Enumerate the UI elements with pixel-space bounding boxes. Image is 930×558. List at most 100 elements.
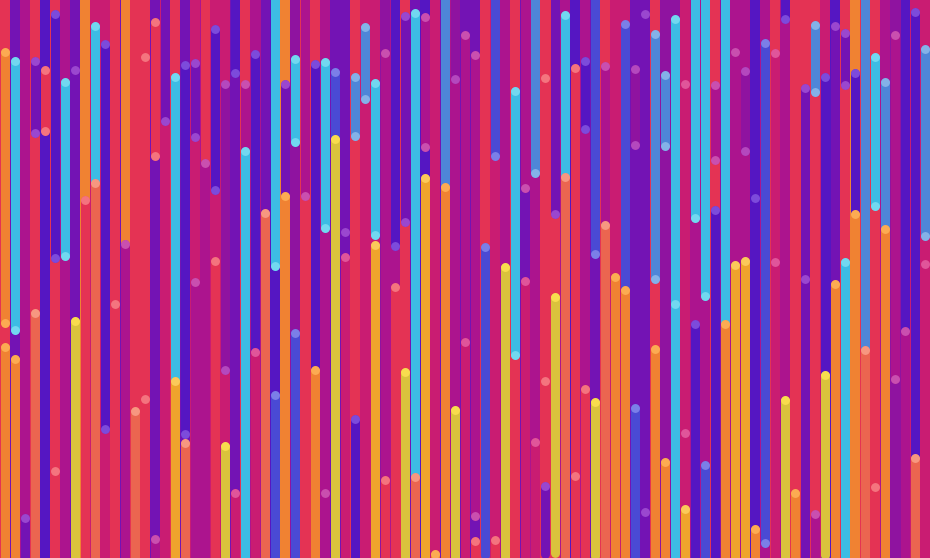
stripe-bar (340, 0, 350, 237)
stripe-bar (540, 74, 550, 386)
stripe-bar (870, 483, 880, 558)
bar-tip-cap (400, 367, 410, 377)
bar-tip-cap (150, 151, 160, 161)
bar-tip-cap (910, 7, 920, 17)
bar-tip-cap (330, 134, 340, 144)
background-stripe (360, 0, 370, 558)
background-stripe (590, 0, 600, 558)
bar-tip-cap (580, 384, 590, 394)
bar-tip-cap (640, 508, 650, 518)
background-stripe (130, 0, 140, 558)
stripe-bar (190, 58, 200, 142)
bar-tip-cap (420, 174, 430, 184)
bar-tip-cap (660, 142, 670, 152)
bar-tip-cap (510, 86, 520, 96)
bar-tip-cap (50, 9, 60, 19)
stripe-bar (490, 0, 500, 162)
bar-tip-cap (230, 69, 240, 79)
stripe-bar (350, 414, 360, 558)
bar-tip-cap (670, 300, 680, 310)
bar-tip-cap (30, 56, 40, 66)
bar-tip-cap (150, 18, 160, 28)
stripe-bar (210, 25, 220, 196)
bar-tip-cap (700, 461, 710, 471)
bar-tip-cap (310, 366, 320, 376)
bar-tip-cap (70, 65, 80, 75)
bar-tip-cap (540, 482, 550, 492)
bar-tip-cap (310, 60, 320, 70)
bar-tip-cap (190, 277, 200, 287)
bar-tip-cap (150, 535, 160, 545)
background-stripe (790, 0, 800, 558)
bar-tip-cap (70, 317, 80, 327)
bar-tip-cap (840, 80, 850, 90)
background-stripe (750, 0, 760, 558)
background-stripe (300, 0, 310, 558)
bar-tip-cap (250, 49, 260, 59)
stripe-bar (200, 159, 210, 558)
stripe-bar (810, 21, 820, 98)
stripe-bar (670, 300, 680, 558)
stripe-bar (170, 72, 180, 558)
bar-tip-cap (830, 21, 840, 31)
bar-tip-cap (650, 29, 660, 39)
stripe-bar (660, 457, 670, 558)
bar-tip-cap (840, 258, 850, 268)
background-stripe (530, 0, 540, 558)
stripe-bar (450, 0, 460, 84)
bar-tip-cap (750, 525, 760, 535)
background-stripe (270, 0, 280, 558)
stripe-bar (760, 38, 770, 548)
stripe-bar (90, 179, 100, 558)
stripe-bar (390, 0, 400, 252)
stripe-bar (150, 18, 160, 161)
stripe-bar (520, 0, 530, 193)
bar-tip-cap (460, 30, 470, 40)
bar-tip-cap (680, 80, 690, 90)
bar-tip-cap (0, 47, 10, 57)
stripe-bar (690, 0, 700, 223)
bar-tip-cap (840, 28, 850, 38)
bar-tip-cap (740, 66, 750, 76)
bar-tip-cap (560, 11, 570, 21)
stripe-bar (260, 208, 270, 558)
bar-tip-cap (620, 285, 630, 295)
bar-tip-cap (60, 77, 70, 87)
stripe-bar (750, 525, 760, 558)
bar-tip-cap (40, 65, 50, 75)
stripe-bar (360, 22, 370, 104)
bar-tip-cap (80, 196, 90, 206)
bar-tip-cap (370, 230, 380, 240)
stripe-bar (110, 300, 120, 558)
bar-tip-cap (50, 254, 60, 264)
stripe-bar (50, 467, 60, 558)
bar-tip-cap (340, 227, 350, 237)
bar-tip-cap (190, 132, 200, 142)
bar-tip-cap (350, 73, 360, 83)
bar-tip-cap (130, 407, 140, 417)
bar-tip-cap (10, 354, 20, 364)
stripe-bar (30, 56, 40, 138)
bar-tip-cap (880, 78, 890, 88)
bar-tip-cap (720, 320, 730, 330)
bar-tip-cap (540, 74, 550, 84)
stripe-bar (600, 220, 610, 558)
stripe-bar (320, 58, 330, 233)
bar-tip-cap (740, 147, 750, 157)
bar-tip-cap (140, 53, 150, 63)
background-stripe (290, 0, 300, 558)
bar-tip-cap (180, 438, 190, 448)
bar-tip-cap (820, 73, 830, 83)
stripe-bar (690, 319, 700, 558)
bar-tip-cap (430, 550, 440, 558)
bar-tip-cap (390, 283, 400, 293)
bar-tip-cap (60, 252, 70, 262)
stripe-bar (820, 370, 830, 558)
bar-tip-cap (530, 438, 540, 448)
bar-tip-cap (900, 327, 910, 337)
bar-tip-cap (890, 375, 900, 385)
bar-tip-cap (640, 9, 650, 19)
stripe-bar (450, 405, 460, 558)
